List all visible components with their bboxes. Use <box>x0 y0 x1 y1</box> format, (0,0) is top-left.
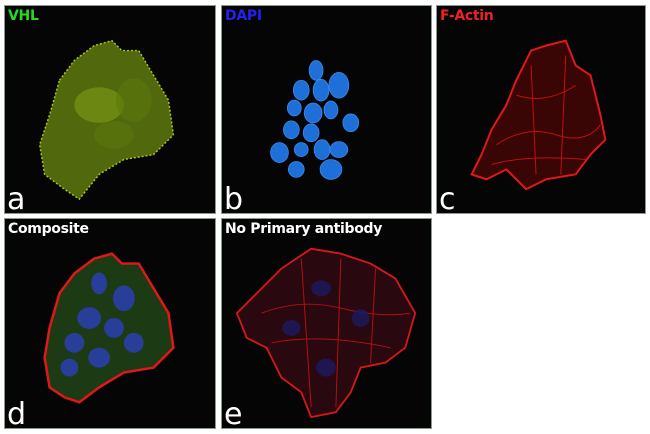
panel-composite: Composite d <box>4 218 216 429</box>
f-actin-micrograph <box>470 39 607 191</box>
panel-letter: e <box>224 397 243 429</box>
panel-title: No Primary antibody <box>225 221 383 237</box>
panel-f-actin: F-Actin c <box>436 5 646 214</box>
panel-no-primary-antibody: No Primary antibody e <box>221 218 432 429</box>
panel-vhl: VHL a <box>4 5 216 214</box>
composite-micrograph <box>43 252 175 404</box>
panel-letter: d <box>7 397 27 429</box>
panel-dapi: DAPI b <box>221 5 432 214</box>
panel-title: Composite <box>8 221 89 237</box>
panel-letter: c <box>439 182 456 214</box>
no-primary-micrograph <box>235 247 417 419</box>
panel-title: DAPI <box>225 8 262 24</box>
panel-title: F-Actin <box>440 8 494 24</box>
panel-letter: b <box>224 182 244 214</box>
dapi-micrograph <box>270 60 360 180</box>
panel-title: VHL <box>8 8 39 24</box>
panel-letter: a <box>7 182 26 214</box>
vhl-micrograph <box>38 39 175 201</box>
